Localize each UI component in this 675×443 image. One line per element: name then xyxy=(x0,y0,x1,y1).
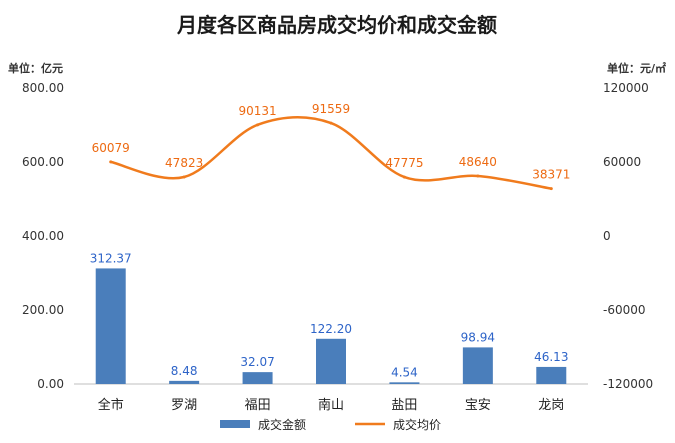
bar-series: 312.37 8.48 32.07 122.20 4.54 98.94 46.13 xyxy=(90,251,568,384)
category-axis: 全市 罗湖 福田 南山 盐田 宝安 龙岗 xyxy=(98,397,565,413)
line-point xyxy=(109,160,113,164)
bar-data-label: 122.20 xyxy=(310,322,352,336)
right-tick-label: 120000 xyxy=(603,81,649,95)
line-data-label: 90131 xyxy=(238,104,276,118)
legend-label-line: 成交均价 xyxy=(393,417,441,432)
right-axis: -120000 -60000 0 60000 120000 xyxy=(603,81,653,391)
right-axis-unit: 单位：元/㎡ xyxy=(607,61,666,75)
bar xyxy=(536,366,567,384)
bar xyxy=(242,372,273,384)
bar xyxy=(316,338,346,384)
category-label: 南山 xyxy=(318,397,344,413)
bar-data-label: 46.13 xyxy=(534,350,568,364)
bar xyxy=(95,268,126,384)
bar-data-label: 312.37 xyxy=(90,251,132,265)
line-data-label: 48640 xyxy=(459,155,497,169)
left-tick-label: 400.00 xyxy=(22,229,64,243)
bar-data-label: 32.07 xyxy=(240,355,274,369)
bar-data-label: 8.48 xyxy=(171,364,198,378)
left-tick-label: 600.00 xyxy=(22,155,64,169)
left-axis-unit: 单位：亿元 xyxy=(8,61,63,75)
line-point xyxy=(549,187,553,191)
left-tick-label: 0.00 xyxy=(37,377,64,391)
bar xyxy=(462,347,493,384)
left-axis: 0.00 200.00 400.00 600.00 800.00 xyxy=(22,81,64,391)
category-label: 全市 xyxy=(98,397,124,413)
legend-swatch-bar xyxy=(220,420,250,428)
right-tick-label: -120000 xyxy=(603,377,653,391)
line-series: 60079 47823 90131 91559 47775 48640 38371 xyxy=(92,102,570,191)
right-tick-label: 0 xyxy=(603,229,611,243)
bar-data-label: 4.54 xyxy=(391,365,418,379)
line-data-label: 91559 xyxy=(312,102,350,116)
category-label: 罗湖 xyxy=(171,398,197,413)
category-label: 宝安 xyxy=(465,398,491,413)
left-tick-label: 800.00 xyxy=(22,81,64,95)
right-tick-label: 60000 xyxy=(603,155,641,169)
line-data-label: 38371 xyxy=(532,168,570,182)
legend-label-bar: 成交金额 xyxy=(258,417,306,432)
left-tick-label: 200.00 xyxy=(22,303,64,317)
line-point xyxy=(329,121,333,125)
bar xyxy=(169,380,200,384)
line-data-label: 60079 xyxy=(92,141,130,155)
category-label: 龙岗 xyxy=(538,398,564,413)
line-data-label: 47823 xyxy=(165,156,203,170)
line-point xyxy=(402,175,406,179)
line-point xyxy=(182,175,186,179)
line-path xyxy=(110,116,552,190)
category-label: 福田 xyxy=(245,398,271,413)
line-point xyxy=(256,123,260,127)
bar-data-label: 98.94 xyxy=(461,330,495,344)
legend: 成交金额 成交均价 xyxy=(220,417,441,432)
right-tick-label: -60000 xyxy=(603,303,646,317)
line-point xyxy=(476,174,480,178)
category-label: 盐田 xyxy=(391,398,417,413)
chart-title: 月度各区商品房成交均价和成交金额 xyxy=(176,13,497,37)
bar xyxy=(389,382,420,384)
line-data-label: 47775 xyxy=(385,156,423,170)
